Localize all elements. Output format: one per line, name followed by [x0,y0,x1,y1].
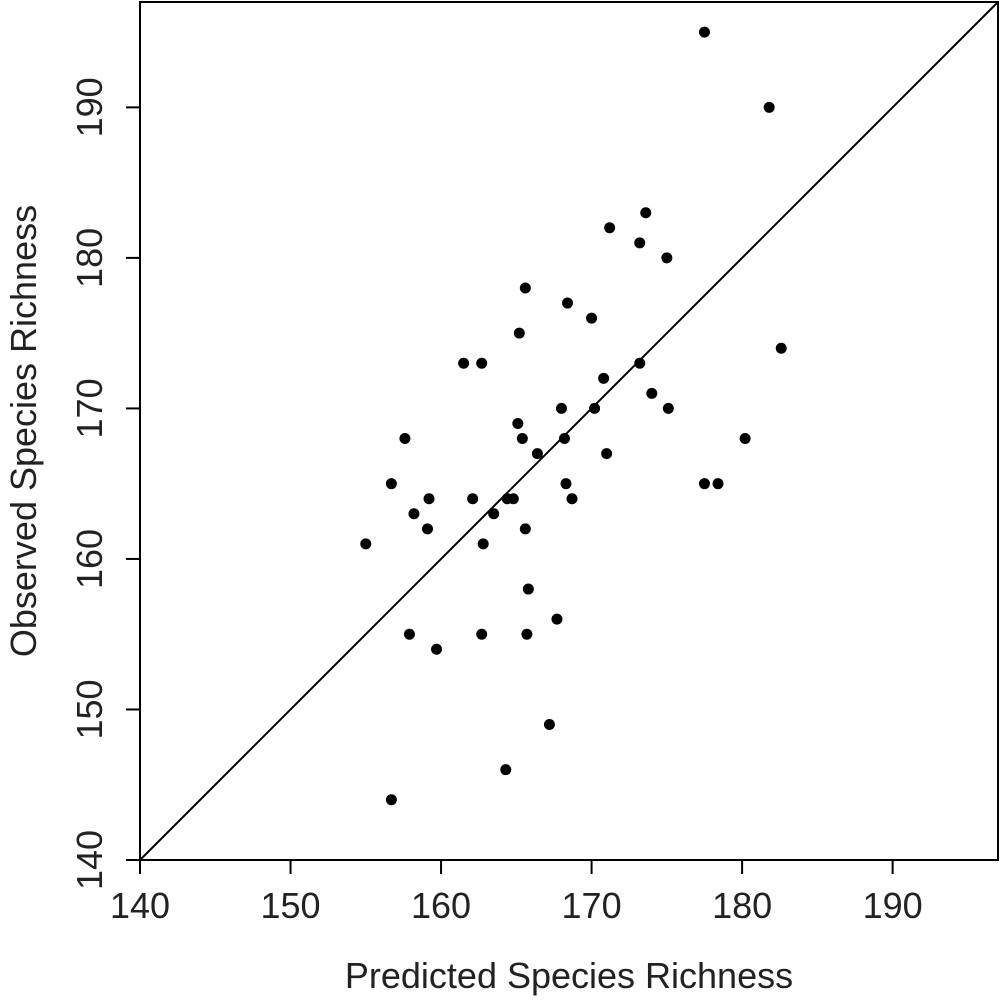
data-point [698,478,710,490]
data-point [775,342,787,354]
y-tick-label: 150 [69,679,110,739]
data-point [399,433,411,445]
data-point [458,357,470,369]
data-point [566,493,578,505]
data-point [476,357,488,369]
data-point [385,794,397,806]
data-point [522,583,534,595]
data-point [763,101,775,113]
data-point [467,493,479,505]
data-point [519,523,531,535]
data-point [604,222,616,234]
data-point [422,523,434,535]
x-axis-label: Predicted Species Richness [345,955,793,996]
plot-frame [139,1,999,861]
x-tick-label: 180 [712,885,772,926]
x-tick-label: 170 [562,885,622,926]
y-axis-label: Observed Species Richness [3,205,44,657]
points-layer [360,26,787,806]
data-point [586,312,598,324]
y-tick-label: 170 [69,378,110,438]
data-point [634,237,646,249]
data-point [403,628,415,640]
data-point [531,448,543,460]
data-point [661,252,673,264]
x-tick-label: 150 [260,885,320,926]
y-tick-label: 190 [69,77,110,137]
data-point [408,508,420,520]
data-point [551,613,563,625]
data-point [601,448,613,460]
data-point [739,433,751,445]
data-point [558,433,570,445]
data-point [431,643,443,655]
data-point [423,493,435,505]
x-axis: 140 150 160 170 180 190 [110,860,923,926]
data-point [476,628,488,640]
data-point [477,538,489,550]
data-point [634,357,646,369]
data-point [598,372,610,384]
data-point [712,478,724,490]
x-tick-label: 140 [110,885,170,926]
data-point [555,402,567,414]
data-point [507,493,519,505]
identity-reference-line [139,1,999,861]
data-point [500,764,512,776]
data-point [589,402,601,414]
data-point [561,297,573,309]
data-point [646,387,658,399]
data-point [521,628,533,640]
y-tick-label: 180 [69,228,110,288]
data-point [640,207,652,219]
y-tick-label: 160 [69,529,110,589]
data-point [662,402,674,414]
data-point [512,417,524,429]
data-point [560,478,572,490]
data-point [513,327,525,339]
y-tick-label: 140 [69,830,110,890]
data-point [698,26,710,38]
data-point [488,508,500,520]
data-point [519,282,531,294]
data-point [543,719,555,731]
data-point [360,538,372,550]
y-axis: 140 150 160 170 180 190 [69,77,140,890]
data-point [385,478,397,490]
x-tick-label: 160 [411,885,471,926]
data-point [516,433,528,445]
x-tick-label: 190 [863,885,923,926]
